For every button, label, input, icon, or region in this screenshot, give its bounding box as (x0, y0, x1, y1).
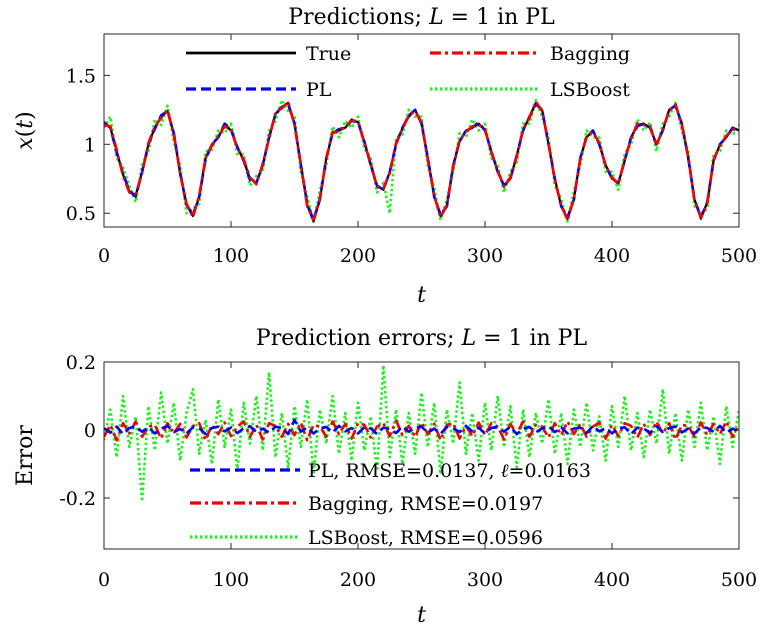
y-label-var: x (13, 137, 38, 150)
x-tick-label: 200 (340, 245, 376, 267)
legend-item: True (186, 43, 351, 65)
legend-label: LSBoost (550, 79, 630, 101)
x-tick-label: 100 (213, 245, 249, 267)
x-tick-label: 400 (594, 245, 630, 267)
legend-item: PL (186, 79, 332, 101)
legend-label: Bagging (550, 43, 630, 65)
x-tick-label: 100 (213, 569, 249, 591)
series-line-dashdot (104, 100, 739, 222)
x-tick-label: 0 (98, 569, 110, 591)
y-label-paren: ( (13, 129, 38, 138)
chart-title: Predictions; L = 1 in PL (288, 5, 555, 30)
legend: True Bagging PL LSBoost (186, 43, 630, 101)
y-tick-label: 0.5 (66, 203, 96, 225)
title-suffix: = 1 in PL (476, 326, 587, 351)
series-line-dotted (104, 364, 739, 503)
y-tick-label: 1.5 (66, 65, 96, 87)
legend: PL, RMSE=0.0137, ℓ=0.0163 Bagging, RMSE=0… (190, 460, 591, 549)
y-tick-label: 0.2 (66, 352, 96, 374)
legend-item: Bagging (430, 43, 630, 65)
legend-label: True (306, 43, 351, 65)
legend-item: LSBoost, RMSE=0.0596 (190, 527, 543, 549)
legend-label: Bagging, RMSE=0.0197 (308, 493, 543, 515)
legend-label: LSBoost, RMSE=0.0596 (308, 527, 543, 549)
title-suffix: = 1 in PL (444, 5, 555, 30)
y-axis-label: x(t) (13, 111, 38, 149)
series-line-dashdot (104, 419, 739, 442)
x-tick-label: 500 (721, 569, 757, 591)
x-tick-label: 0 (98, 245, 110, 267)
x-tick-label: 300 (467, 245, 503, 267)
chart-title: Prediction errors; L = 1 in PL (256, 326, 588, 351)
y-tick-label: 0 (84, 420, 96, 442)
y-label-arg: t (13, 120, 38, 129)
x-axis-label: t (417, 603, 426, 628)
y-tick-label: 1 (84, 134, 96, 156)
chart-2: Prediction errors; L = 1 in PL 0 100 200 300… (13, 326, 757, 628)
legend-item: PL, RMSE=0.0137, ℓ=0.0163 (190, 460, 591, 482)
legend-label: PL, RMSE=0.0137, ℓ=0.0163 (308, 460, 591, 482)
title-variable: L (460, 326, 476, 351)
y-label-paren: ) (13, 111, 38, 120)
x-axis-label: t (417, 283, 426, 308)
title-variable: L (428, 5, 444, 30)
axes-box (103, 361, 740, 550)
x-tick-label: 300 (467, 569, 503, 591)
x-tick-label: 200 (340, 569, 376, 591)
chart-1: Predictions; L = 1 in PL 0 100 200 300 400 500… (13, 5, 757, 308)
plot-area (104, 98, 739, 223)
x-tick-label: 400 (594, 569, 630, 591)
legend-item: Bagging, RMSE=0.0197 (190, 493, 543, 515)
x-tick-label: 500 (721, 245, 757, 267)
y-axis-label: Error (13, 425, 38, 486)
title-prefix: Prediction errors; (256, 326, 462, 351)
legend-item: LSBoost (430, 79, 630, 101)
series-line-dotted (104, 98, 739, 223)
y-tick-label: -0.2 (59, 488, 96, 510)
legend-label: PL (306, 79, 332, 101)
title-prefix: Predictions; (288, 5, 429, 30)
axes-box (103, 33, 740, 228)
plot-area (104, 364, 739, 503)
series-line-dashed (104, 418, 739, 436)
